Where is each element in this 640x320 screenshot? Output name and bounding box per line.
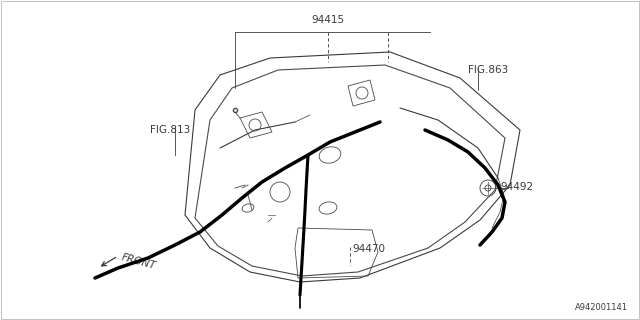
- Text: 94492: 94492: [500, 182, 533, 192]
- Text: 94415: 94415: [312, 15, 344, 25]
- Text: FIG.813: FIG.813: [150, 125, 190, 135]
- Text: FIG.863: FIG.863: [468, 65, 508, 75]
- Text: FRONT: FRONT: [120, 252, 157, 271]
- Text: A942001141: A942001141: [575, 303, 628, 312]
- Text: 94470: 94470: [352, 244, 385, 254]
